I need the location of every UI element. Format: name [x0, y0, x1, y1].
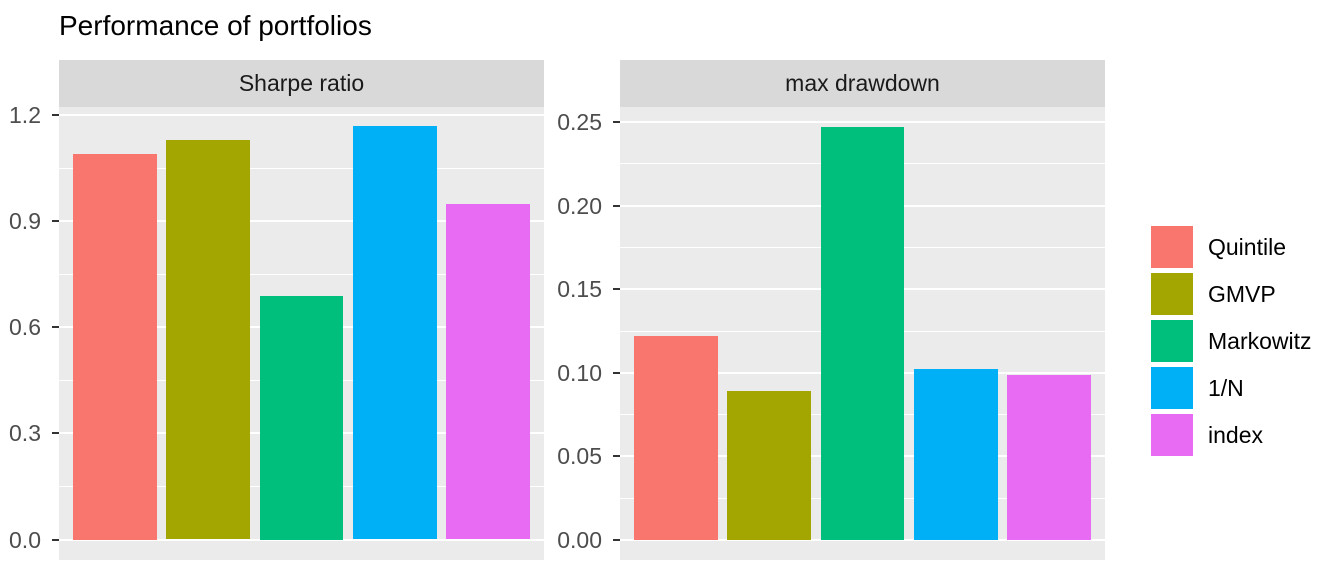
legend-label-markowitz: Markowitz: [1208, 328, 1312, 354]
y-axis-tick-label: 0.25: [557, 109, 602, 135]
y-axis-tick-label: 0.6: [9, 314, 41, 341]
y-axis-tick-mark: [613, 288, 620, 291]
gridline-major: [59, 538, 544, 541]
bar-quintile: [634, 336, 718, 540]
bar-quintile: [73, 154, 157, 540]
legend-label-1-n: 1/N: [1208, 375, 1244, 401]
gridline-minor: [59, 167, 544, 169]
facet-strip-max-drawdown: max drawdown: [620, 60, 1105, 107]
y-axis-tick-label: 0.9: [9, 208, 41, 235]
bar-1-n: [352, 125, 437, 540]
legend-label-index: index: [1208, 422, 1263, 448]
legend-key-index: [1151, 414, 1193, 456]
bar-1-n: [913, 369, 998, 540]
y-axis-tick-mark: [613, 121, 620, 123]
facet-panel-sharpe-ratio: [59, 107, 544, 560]
legend-key-quintile: [1151, 226, 1193, 268]
y-axis-tick-label: 0.0: [9, 526, 41, 553]
legend-label-gmvp: GMVP: [1208, 281, 1276, 307]
chart-title: Performance of portfolios: [59, 10, 372, 41]
y-axis-tick-label: 0.15: [557, 276, 602, 303]
bar-index: [1007, 374, 1091, 540]
y-axis-tick-mark: [613, 538, 620, 541]
y-axis-tick-mark: [52, 538, 59, 541]
gridline-major: [59, 114, 544, 117]
legend-key-1-n: [1151, 367, 1193, 409]
facet-strip-label: max drawdown: [785, 70, 940, 96]
y-axis-tick-mark: [613, 371, 620, 374]
y-axis-tick-label: 0.10: [557, 359, 602, 386]
bar-index: [446, 203, 530, 540]
facet-panel-max-drawdown: [620, 107, 1105, 560]
bar-markowitz: [259, 295, 344, 540]
bar-gmvp: [166, 139, 251, 540]
gridline-major: [59, 220, 544, 223]
y-axis-tick-mark: [52, 114, 59, 117]
y-axis-tick-mark: [613, 455, 620, 458]
bar-markowitz: [820, 127, 905, 540]
facet-strip-label: Sharpe ratio: [238, 70, 365, 96]
facet-strip-sharpe-ratio: Sharpe ratio: [59, 60, 544, 107]
y-axis-tick-label: 0.3: [9, 420, 41, 447]
y-axis-tick-label: 0.00: [557, 526, 602, 553]
legend-label-quintile: Quintile: [1208, 234, 1286, 260]
y-axis-tick-label: 0.05: [557, 443, 602, 470]
y-axis-tick-mark: [613, 204, 620, 207]
gridline-minor: [59, 273, 544, 275]
gridline-major: [620, 121, 1105, 123]
y-axis-tick-label: 0.20: [557, 192, 602, 219]
y-axis-tick-mark: [52, 220, 59, 223]
bar-gmvp: [727, 391, 812, 540]
y-axis-tick-mark: [52, 432, 59, 435]
y-axis-tick-mark: [52, 326, 59, 329]
legend-key-gmvp: [1151, 273, 1193, 315]
y-axis-tick-label: 1.2: [9, 102, 41, 129]
legend-key-markowitz: [1151, 320, 1193, 362]
